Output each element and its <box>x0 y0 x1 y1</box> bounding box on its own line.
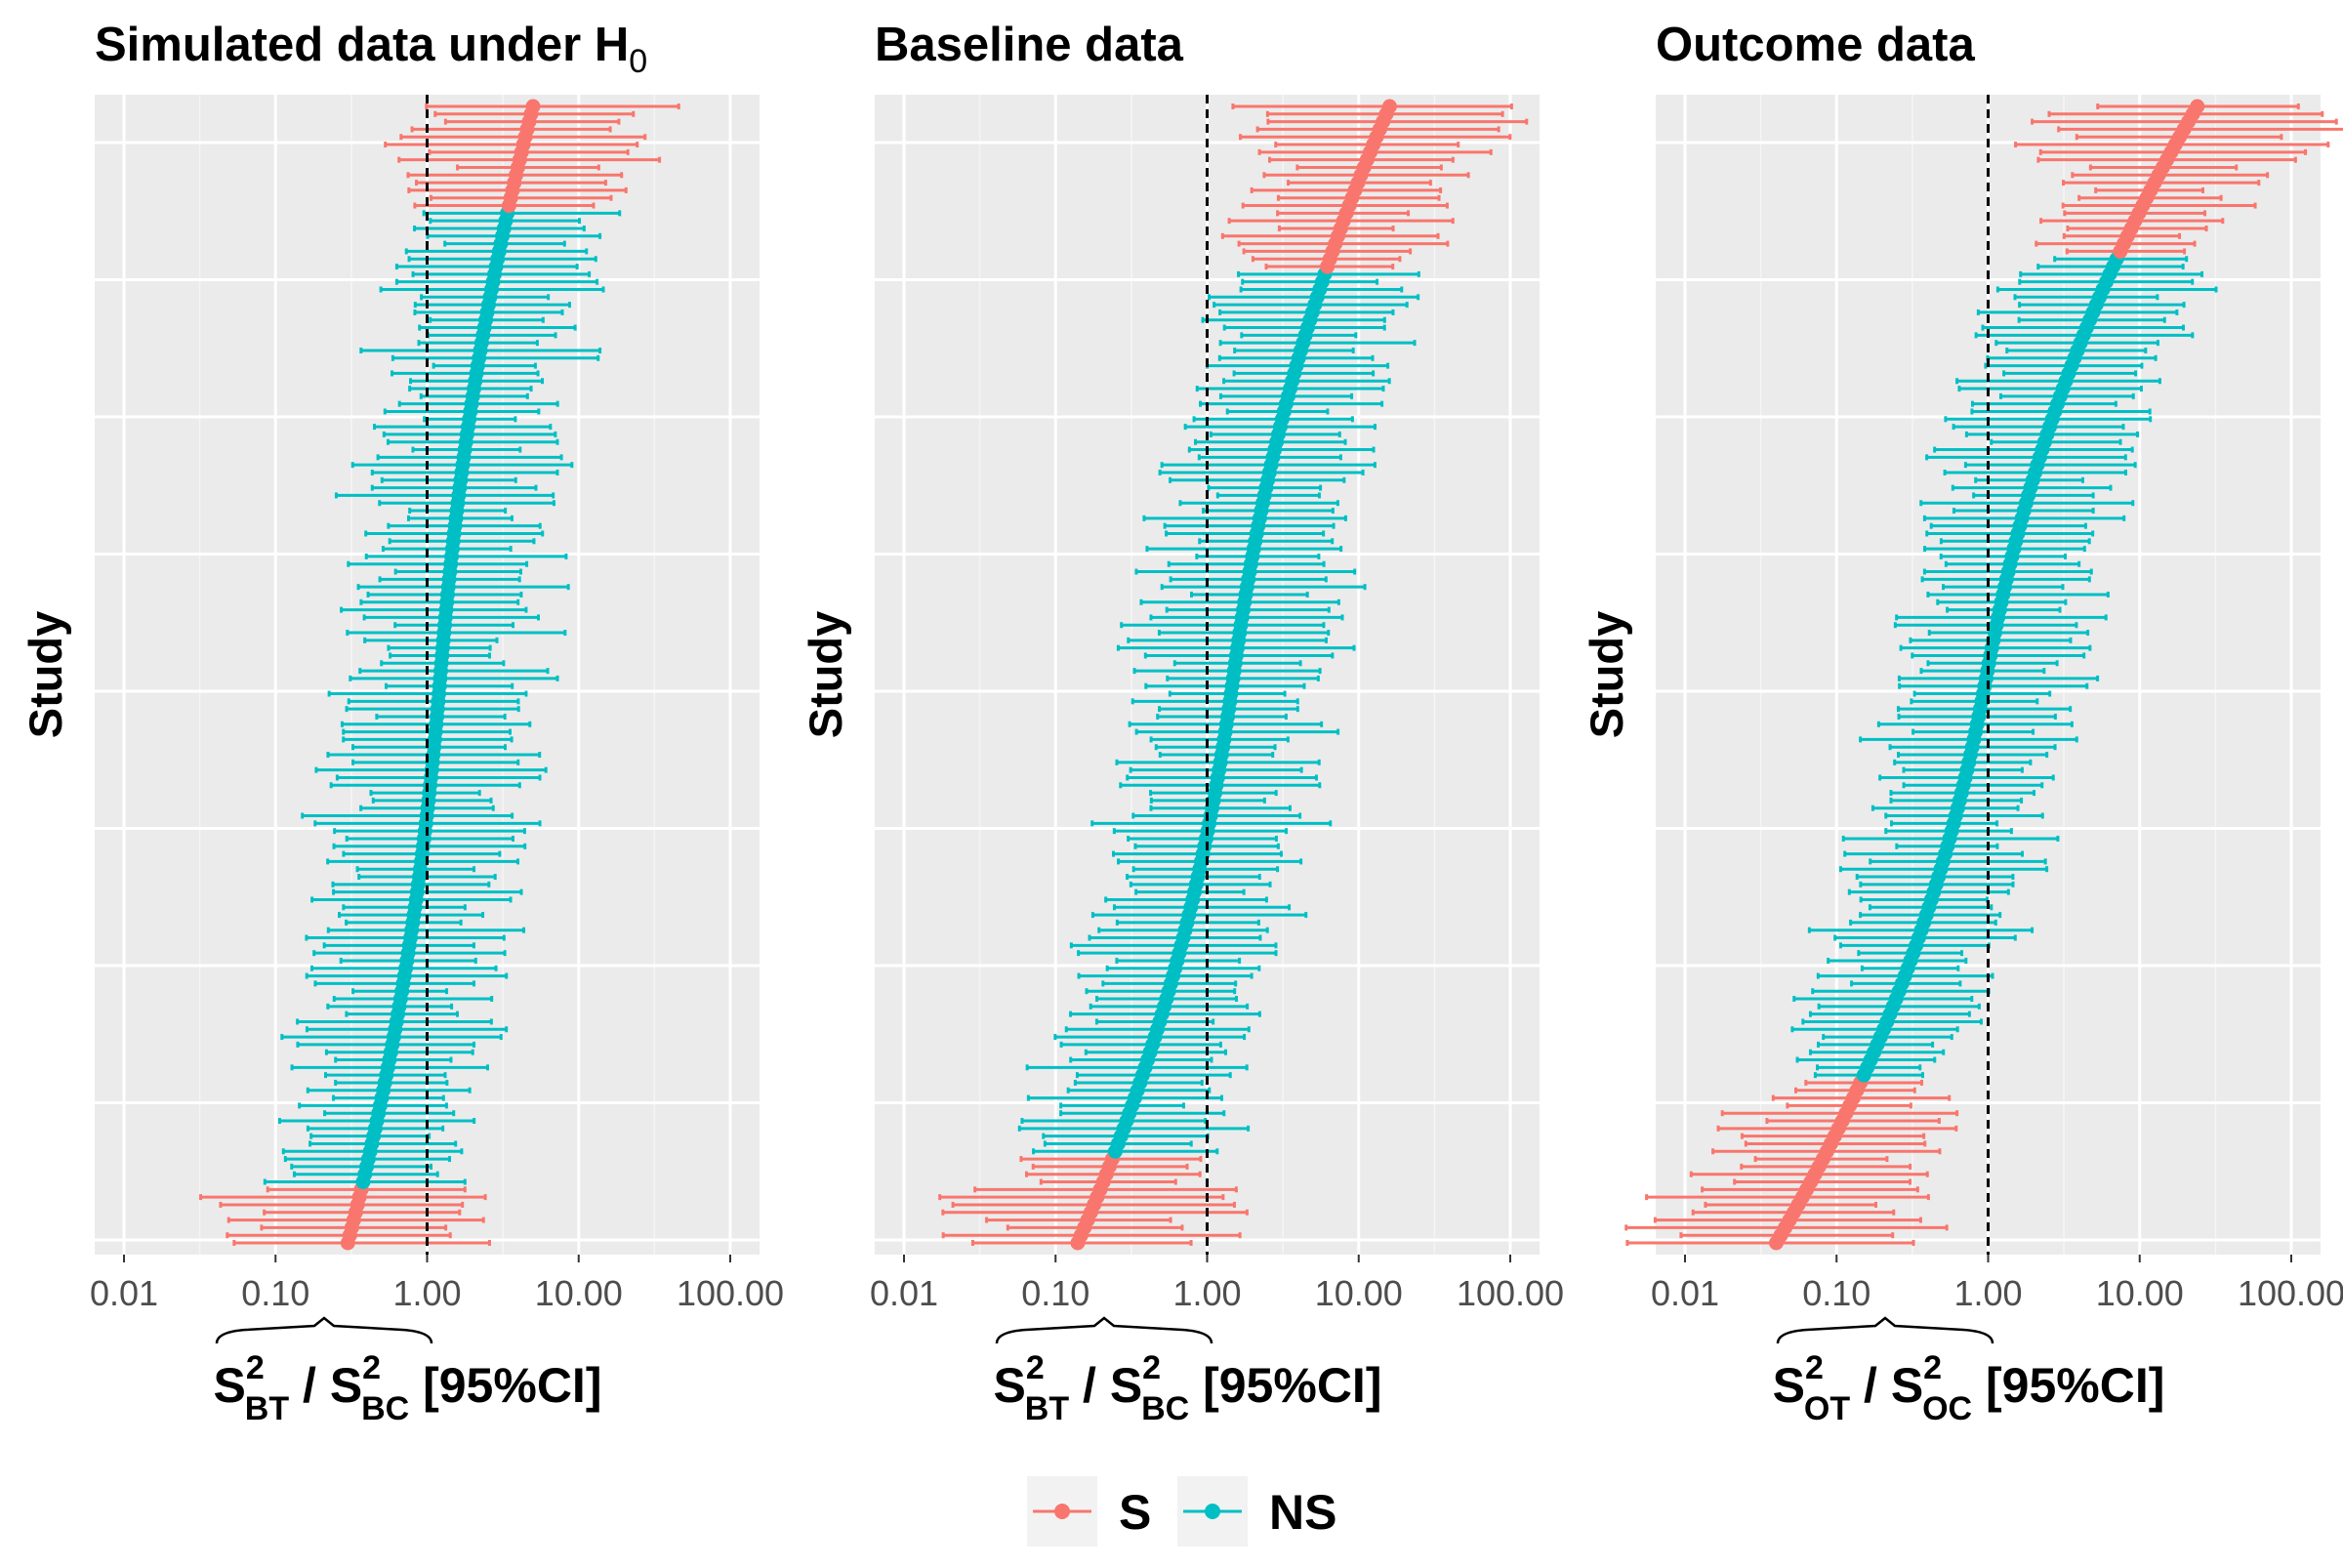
study-row <box>1066 1083 1212 1098</box>
x-tick-label: 10.00 <box>2096 1273 2184 1313</box>
x-tick-label: 10.00 <box>1315 1273 1403 1313</box>
x-axis-label-suffix: [95%CI] <box>1189 1358 1381 1413</box>
study-row <box>1679 1227 1895 1243</box>
x-axis-label-num: S <box>1773 1358 1805 1413</box>
x-axis-label-suffix: [95%CI] <box>409 1358 601 1413</box>
study-row <box>1860 961 1960 976</box>
x-axis-label: S2 OT / S2 OC [95%CI] <box>1773 1349 2165 1427</box>
study-row <box>1255 121 1500 137</box>
x-axis-label-den-sup: 2 <box>362 1349 381 1386</box>
chart-panel-3: 0.01 0.10 1.00 10.00 100.00 Outcome data Study… <box>1581 19 2343 1427</box>
x-axis-label-den: S <box>330 1358 362 1413</box>
study-row <box>1017 1121 1251 1136</box>
chart-title-text: Outcome data <box>1656 19 1975 71</box>
x-tick-label: 100.00 <box>1457 1273 1564 1313</box>
chart-title-text: Simulated data under H <box>95 19 629 71</box>
study-row <box>1262 167 1470 183</box>
chart-panel-1: 0.01 0.10 1.00 10.00 100.00 Simulated data un… <box>20 19 784 1427</box>
x-axis-label-num-sub: OT <box>1804 1390 1850 1427</box>
x-axis-label-den-sub: BC <box>361 1390 409 1427</box>
x-axis-label: S2 BT / S2 BC [95%CI] <box>994 1349 1382 1427</box>
x-axis-label-sep: / <box>1069 1358 1110 1413</box>
axis-brace <box>995 1316 1213 1344</box>
chart-panel-2: 0.01 0.10 1.00 10.00 100.00 Baseline data Stud… <box>800 19 1564 1427</box>
legend-item-s: S <box>1027 1476 1151 1547</box>
x-axis-label-den: S <box>1891 1358 1923 1413</box>
x-tick-label: 100.00 <box>677 1273 784 1313</box>
x-axis-label-den-sup: 2 <box>1923 1349 1942 1386</box>
x-axis-label-den-sub: OC <box>1922 1390 1972 1427</box>
study-row <box>314 763 548 778</box>
chart-title-text: Baseline data <box>875 19 1184 71</box>
x-axis-label-num: S <box>214 1358 246 1413</box>
x-axis-label-suffix: [95%CI] <box>1972 1358 2164 1413</box>
legend-label: S <box>1119 1485 1151 1540</box>
y-axis-label: Study <box>20 611 71 739</box>
study-row <box>2071 167 2270 183</box>
x-tick-label: 0.01 <box>90 1273 158 1313</box>
legend: S NS <box>1027 1476 1336 1547</box>
x-tick-label: 0.01 <box>870 1273 938 1313</box>
study-row <box>1849 915 1997 930</box>
study-row <box>1032 1143 1219 1159</box>
x-tick-label: 0.10 <box>241 1273 309 1313</box>
x-tick-label: 10.00 <box>535 1273 623 1313</box>
study-row <box>1025 1059 1249 1075</box>
legend-key-point <box>1054 1504 1070 1519</box>
estimate-point-s <box>1381 99 1397 114</box>
chart-title: Baseline data <box>875 19 1184 71</box>
study-row <box>308 1135 458 1151</box>
x-axis-label-num-sup: 2 <box>1805 1349 1824 1386</box>
estimate-point-s <box>525 99 541 114</box>
estimate-point-s <box>2190 99 2205 114</box>
chart-title-subscript: 0 <box>629 43 647 80</box>
x-axis-label-num-sup: 2 <box>1026 1349 1045 1386</box>
study-row <box>1990 434 2122 450</box>
study-row <box>1624 1219 1949 1235</box>
study-row <box>1970 403 2152 419</box>
x-tick-label: 0.01 <box>1651 1273 1719 1313</box>
x-axis-label-den: S <box>1110 1358 1142 1413</box>
x-tick-label: 1.00 <box>1953 1273 2022 1313</box>
x-tick-label: 100.00 <box>2238 1273 2343 1313</box>
x-tick-label: 0.10 <box>1802 1273 1870 1313</box>
x-tick-label: 0.10 <box>1021 1273 1089 1313</box>
study-intervals <box>1624 99 2343 1251</box>
legend-key-point <box>1205 1504 1220 1519</box>
x-axis-label-sep: / <box>1850 1358 1891 1413</box>
study-row <box>425 99 680 114</box>
chart-title: Outcome data <box>1656 19 1975 71</box>
y-axis-label: Study <box>800 611 851 739</box>
x-axis-label: S2 BT / S2 BC [95%CI] <box>214 1349 602 1427</box>
x-axis-label-num: S <box>994 1358 1026 1413</box>
legend-item-ns: NS <box>1177 1476 1336 1547</box>
study-row <box>938 1189 1225 1205</box>
chart-title: Simulated data under H0 <box>95 19 647 80</box>
study-intervals <box>938 99 1529 1251</box>
x-axis-label-num-sup: 2 <box>246 1349 265 1386</box>
study-row <box>1964 427 2140 442</box>
study-row <box>2018 297 2186 312</box>
axis-brace <box>215 1316 433 1344</box>
x-axis-label-sep: / <box>289 1358 330 1413</box>
x-axis-label-num-sub: BT <box>1025 1390 1070 1427</box>
x-axis-label-den-sub: BC <box>1141 1390 1189 1427</box>
legend-label: NS <box>1269 1485 1336 1540</box>
y-axis-label: Study <box>1581 611 1632 739</box>
study-intervals <box>199 99 680 1251</box>
study-row <box>2013 289 2159 305</box>
study-row <box>1711 1143 1942 1159</box>
x-axis-label-num-sub: BT <box>245 1390 290 1427</box>
x-tick-label: 1.00 <box>392 1273 461 1313</box>
study-row <box>1257 144 1493 160</box>
study-row <box>1857 945 1964 961</box>
study-row <box>2096 99 2300 114</box>
x-axis-label-den-sup: 2 <box>1142 1349 1161 1386</box>
x-tick-label: 1.00 <box>1172 1273 1241 1313</box>
study-row <box>1276 205 1411 221</box>
axis-brace <box>1776 1316 1994 1344</box>
study-row <box>1955 373 2161 389</box>
study-row <box>1231 99 1513 114</box>
